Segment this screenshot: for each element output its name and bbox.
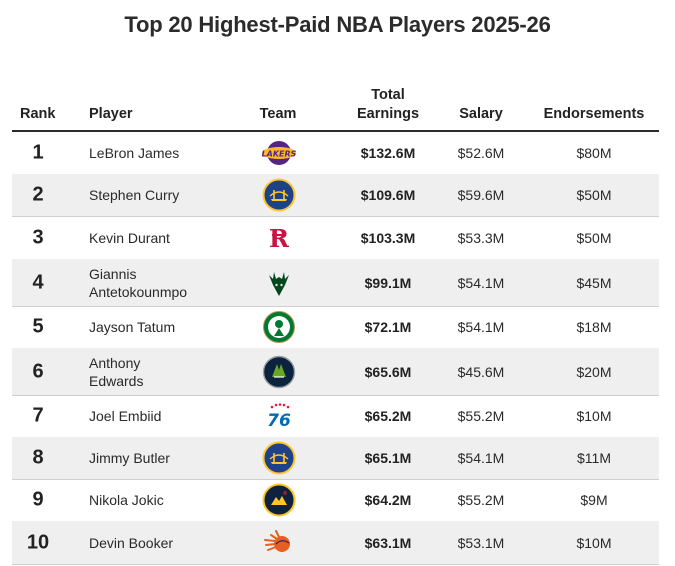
total-earnings-cell: $99.1M [364,274,412,291]
table-row: 7 Joel Embiid 76 $65.2M $55.2M $10M [12,395,659,438]
player-name-line1: Jayson Tatum [89,319,176,335]
player-cell: Kevin Durant [89,229,239,247]
table-row: 5 Jayson Tatum $72.1M $54.1M $18M [12,306,659,349]
player-cell: Devin Booker [89,534,239,552]
player-name-line1: Devin Booker [89,534,174,551]
player-name-line1: LeBron James [89,145,180,161]
rank-cell: 6 [32,360,44,382]
player-cell: Anthony Edwards [89,354,239,390]
page-title: Top 20 Highest-Paid NBA Players 2025-26 [124,12,551,37]
header-endorsements: Endorsements [543,106,645,122]
rank-cell: 4 [32,271,44,293]
header-total-line2: Earnings [356,106,420,122]
earnings-table: Rank Player Team Total Earnings Salary E… [12,82,659,565]
rank-cell: 8 [32,446,44,469]
player-cell: Giannis Antetokounmpo [89,265,239,301]
endorsements-cell: $80M [576,145,612,161]
lakers-logo: LAKERS [262,136,296,170]
player-cell: LeBron James [89,144,239,162]
salary-cell: $54.1M [457,319,505,335]
rank-cell: 9 [32,488,44,511]
svg-text:LAKERS: LAKERS [262,150,296,159]
rank-cell: 1 [32,141,44,164]
header-total-earnings: Total Earnings [348,86,428,124]
nuggets-logo [262,483,296,517]
warriors-logo [262,178,296,212]
table-row: 9 Nikola Jokic $64.2M $55.2M $9M [12,479,659,522]
total-earnings-cell: $109.6M [360,187,416,203]
endorsements-cell: $10M [576,534,612,551]
rank-cell: 10 [26,531,50,553]
header-player: Player [89,106,133,122]
salary-cell: $59.6M [457,187,505,203]
player-cell: Nikola Jokic [89,491,239,509]
svg-text:76: 76 [267,411,291,431]
endorsements-cell: $45M [576,274,612,291]
player-name-line2: Edwards [89,372,144,389]
player-name-line1: Stephen Curry [89,187,180,203]
total-earnings-cell: $65.2M [364,408,412,424]
player-name-line1: Kevin Durant [89,229,170,246]
endorsements-cell: $10M [576,408,612,424]
endorsements-cell: $50M [576,229,612,246]
salary-cell: $53.3M [457,229,505,246]
endorsements-cell: $11M [577,450,611,466]
player-cell: Jayson Tatum [89,318,239,336]
salary-cell: $55.2M [457,408,505,424]
table-row: 3 Kevin Durant R $103.3M $53.3M $50M [12,216,659,260]
total-earnings-cell: $65.6M [364,363,412,380]
salary-cell: $54.1M [457,450,505,466]
rank-cell: 3 [32,226,44,248]
player-name-line1: Jimmy Butler [89,450,170,466]
header-salary: Salary [459,106,503,122]
svg-text:R: R [269,224,290,253]
endorsements-cell: $9M [580,492,608,508]
player-cell: Jimmy Butler [89,449,239,467]
rank-cell: 5 [32,315,44,338]
total-earnings-cell: $65.1M [364,450,412,466]
timberwolves-logo [262,355,296,389]
total-earnings-cell: $132.6M [360,145,416,161]
rank-cell: 7 [32,404,44,427]
player-cell: Joel Embiid [89,407,239,425]
table-header: Rank Player Team Total Earnings Salary E… [12,82,659,132]
table-row: 4 Giannis Antetokounmpo $99.1M $54.1M $4… [12,259,659,307]
table-row: 1 LeBron James LAKERS $132.6M $52.6M $80… [12,132,659,175]
table-row: 10 Devin Booker $63.1M $53.1M $10M [12,521,659,565]
endorsements-cell: $20M [576,363,612,380]
total-earnings-cell: $72.1M [364,319,412,335]
warriors-logo [262,441,296,475]
rockets-logo: R [262,221,296,255]
total-earnings-cell: $103.3M [360,229,416,246]
celtics-logo [262,310,296,344]
table-row: 6 Anthony Edwards $65.6M $45.6M $20M [12,348,659,396]
salary-cell: $54.1M [457,274,505,291]
total-earnings-cell: $64.2M [364,492,412,508]
table-row: 8 Jimmy Butler $65.1M $54.1M $11M [12,437,659,480]
rank-cell: 2 [32,183,44,206]
header-rank: Rank [20,106,56,122]
salary-cell: $45.6M [457,363,505,380]
76ers-logo: 76 [262,399,296,433]
endorsements-cell: $50M [576,187,612,203]
salary-cell: $53.1M [457,534,505,551]
table-row: 2 Stephen Curry $109.6M $59.6M $50M [12,174,659,217]
player-name-line1: Giannis [89,265,137,282]
suns-logo [262,526,296,560]
player-name-line1: Anthony [89,354,141,371]
player-name-line1: Joel Embiid [89,408,162,424]
total-earnings-cell: $63.1M [364,534,412,551]
header-team: Team [259,106,297,122]
bucks-logo [262,266,296,300]
player-name-line2: Antetokounmpo [89,283,188,300]
player-cell: Stephen Curry [89,186,239,204]
player-name-line1: Nikola Jokic [89,492,164,508]
salary-cell: $55.2M [457,492,505,508]
endorsements-cell: $18M [576,319,612,335]
header-total-line1: Total [371,87,405,103]
salary-cell: $52.6M [457,145,505,161]
